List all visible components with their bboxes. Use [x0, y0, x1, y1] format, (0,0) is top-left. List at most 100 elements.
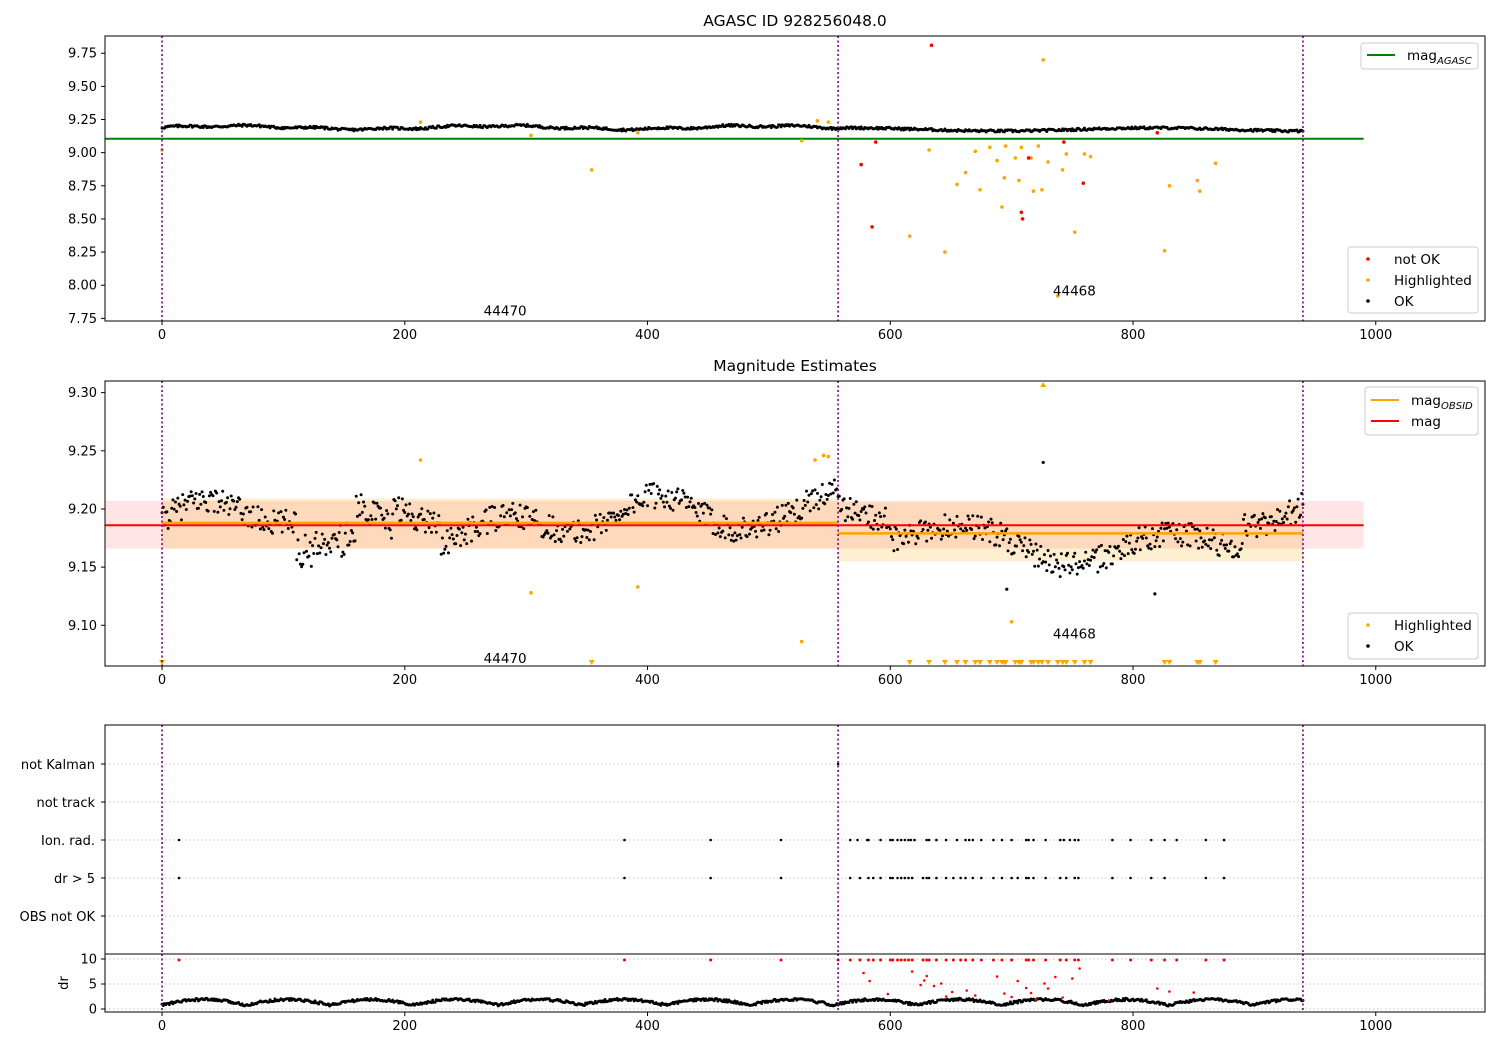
lower-limit-marker	[588, 660, 595, 665]
highlighted-point	[1213, 161, 1218, 166]
dr-clipped-point	[1163, 958, 1167, 962]
ok-point	[1158, 544, 1162, 548]
ok-point	[172, 507, 176, 511]
ok-point	[595, 518, 599, 522]
ok-point	[971, 514, 975, 518]
ok-point	[1163, 527, 1167, 531]
ok-point	[1160, 521, 1164, 525]
ion-rad-point	[1111, 838, 1114, 842]
ok-point	[414, 526, 418, 530]
ok-point	[609, 515, 613, 519]
ok-point	[354, 494, 358, 498]
ok-point	[411, 515, 415, 519]
ok-point	[1199, 536, 1203, 540]
ion-rad-point	[1149, 838, 1153, 842]
upper-limit-marker	[1040, 382, 1047, 387]
ok-point	[1099, 543, 1103, 547]
ok-point	[656, 492, 660, 496]
ok-point	[1107, 550, 1111, 554]
panel1-plot-area: 44470 44468 0 200 400 600 800 1000 7.75 8.00 8.25 8…	[68, 36, 1479, 343]
dr-high-point	[1192, 991, 1196, 994]
ok-point	[1295, 505, 1299, 509]
ok-point	[655, 484, 659, 488]
ok-point	[820, 482, 824, 486]
ok-point	[694, 510, 698, 514]
dr-ok-point	[1093, 1002, 1097, 1006]
highlighted-point	[418, 458, 423, 462]
highlighted-point	[529, 590, 533, 595]
x-tick-label: 200	[392, 328, 417, 343]
dr-gt-5-point	[888, 876, 892, 880]
dr-clipped-point	[779, 958, 783, 962]
ok-point	[451, 537, 455, 541]
ok-point	[1205, 526, 1209, 530]
ok-point	[551, 515, 555, 519]
ion-rad-point	[903, 838, 907, 842]
ok-point	[1072, 555, 1076, 559]
ok-point	[914, 542, 918, 546]
y-tick-label: 8.00	[68, 279, 97, 294]
dr-clipped-point	[1110, 958, 1114, 962]
dr-clipped-point	[866, 958, 870, 962]
ok-point	[273, 518, 277, 522]
highlighted-point	[1041, 58, 1046, 62]
ok-point	[206, 509, 210, 513]
ok-point	[644, 483, 648, 487]
ok-point	[349, 528, 353, 532]
ok-point	[434, 530, 438, 534]
dr-gt-5-point	[1073, 876, 1077, 880]
ok-point	[1080, 563, 1084, 567]
ok-point	[312, 551, 316, 555]
ok-point	[409, 518, 413, 522]
dr-gt-5-point	[1111, 876, 1114, 880]
ok-point	[602, 516, 606, 520]
ok-point	[226, 496, 230, 500]
ok-point	[358, 513, 362, 517]
legend-lower-box	[1347, 612, 1479, 660]
row-label: OBS not OK	[20, 910, 96, 925]
ok-point	[806, 500, 810, 504]
ok-point	[580, 535, 584, 539]
dr-clipped-point	[1076, 958, 1080, 962]
y-tick-label: 9.15	[68, 561, 97, 576]
dr-clipped-point	[888, 958, 892, 962]
ok-point	[970, 527, 974, 531]
dr-gt-5-point	[871, 876, 875, 880]
lower-limit-marker	[159, 660, 166, 665]
ok-point	[1184, 529, 1188, 533]
ok-point	[550, 534, 554, 538]
ok-point	[1228, 542, 1232, 546]
ok-point	[314, 530, 318, 534]
ok-point	[1046, 549, 1050, 553]
ok-point	[218, 505, 222, 509]
dr-clipped-point	[622, 958, 626, 962]
highlighted-point	[1046, 160, 1050, 164]
row-label: dr > 5	[54, 872, 95, 887]
ok-point	[723, 536, 727, 540]
ok-point	[705, 503, 709, 507]
ok-point	[1212, 536, 1216, 540]
ok-point	[1069, 565, 1073, 569]
dr-high-point	[944, 995, 948, 998]
ok-point	[874, 513, 878, 517]
legend-mag-obsid-label: magOBSID	[1411, 393, 1473, 412]
ok-point	[459, 544, 463, 548]
ok-point	[977, 526, 981, 530]
ok-point	[687, 505, 691, 509]
ok-point	[1068, 571, 1072, 575]
ok-point	[488, 505, 492, 509]
x-tick-label: 1000	[1359, 1019, 1392, 1034]
ok-point	[217, 500, 221, 504]
ok-point	[1067, 563, 1071, 567]
dr-ok-point	[971, 997, 975, 1001]
lower-limit-marker	[1071, 660, 1078, 665]
ok-point	[221, 489, 225, 493]
dr-gt-5-point	[1058, 876, 1062, 880]
row-label: Ion. rad.	[41, 834, 95, 849]
ok-point	[1261, 512, 1265, 516]
highlighted-point	[1019, 145, 1024, 150]
ok-point	[257, 518, 261, 522]
ok-point	[312, 124, 316, 128]
ok-point	[547, 514, 551, 518]
ok-point	[631, 506, 635, 510]
